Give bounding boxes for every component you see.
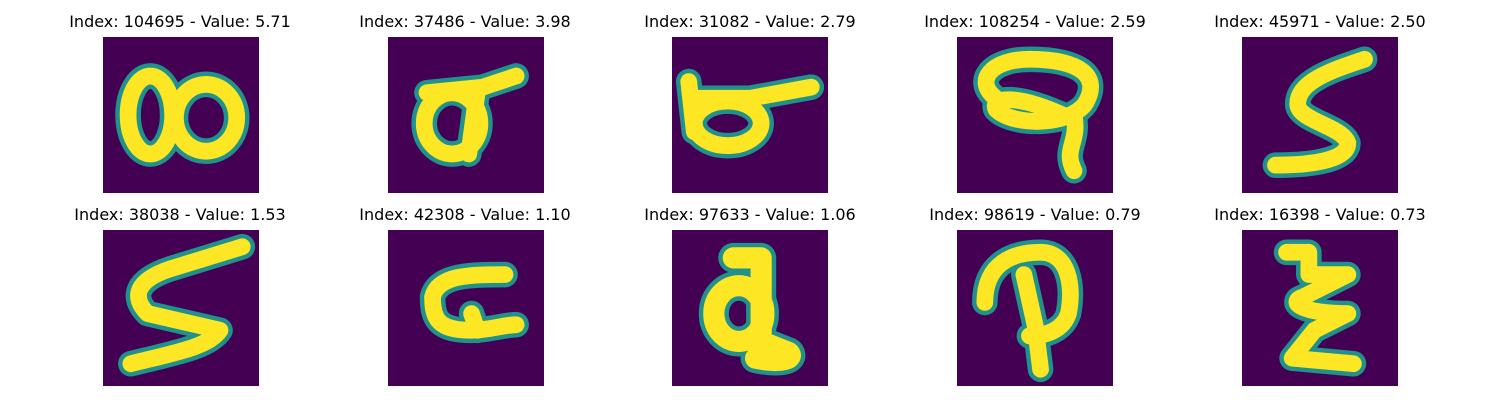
panel: Index: 42308 - Value: 1.10 xyxy=(315,193,615,386)
panel-image xyxy=(388,37,544,193)
panel-title: Index: 16398 - Value: 0.73 xyxy=(1214,205,1426,224)
panel-image xyxy=(957,37,1113,193)
panel: Index: 38038 - Value: 1.53 xyxy=(30,193,330,386)
panel-title: Index: 104695 - Value: 5.71 xyxy=(69,12,291,31)
panel-image xyxy=(957,230,1113,386)
panel-image xyxy=(672,37,828,193)
panel-title: Index: 42308 - Value: 1.10 xyxy=(359,205,571,224)
panel-title: Index: 97633 - Value: 1.06 xyxy=(644,205,856,224)
panel: Index: 97633 - Value: 1.06 xyxy=(600,193,900,386)
panel-title: Index: 38038 - Value: 1.53 xyxy=(74,205,286,224)
panel-title: Index: 31082 - Value: 2.79 xyxy=(644,12,856,31)
panel: Index: 98619 - Value: 0.79 xyxy=(885,193,1185,386)
panel-image xyxy=(1242,230,1398,386)
panel: Index: 104695 - Value: 5.71 xyxy=(30,0,330,193)
panel-title: Index: 37486 - Value: 3.98 xyxy=(359,12,571,31)
panel: Index: 31082 - Value: 2.79 xyxy=(600,0,900,193)
panel: Index: 45971 - Value: 2.50 xyxy=(1170,0,1470,193)
panel-title: Index: 45971 - Value: 2.50 xyxy=(1214,12,1426,31)
panel-image xyxy=(103,230,259,386)
panel: Index: 16398 - Value: 0.73 xyxy=(1170,193,1470,386)
panel: Index: 37486 - Value: 3.98 xyxy=(315,0,615,193)
panel: Index: 108254 - Value: 2.59 xyxy=(885,0,1185,193)
panel-image xyxy=(672,230,828,386)
panel-title: Index: 108254 - Value: 2.59 xyxy=(924,12,1146,31)
panel-image xyxy=(103,37,259,193)
panel-title: Index: 98619 - Value: 0.79 xyxy=(929,205,1141,224)
panel-image xyxy=(388,230,544,386)
panel-image xyxy=(1242,37,1398,193)
